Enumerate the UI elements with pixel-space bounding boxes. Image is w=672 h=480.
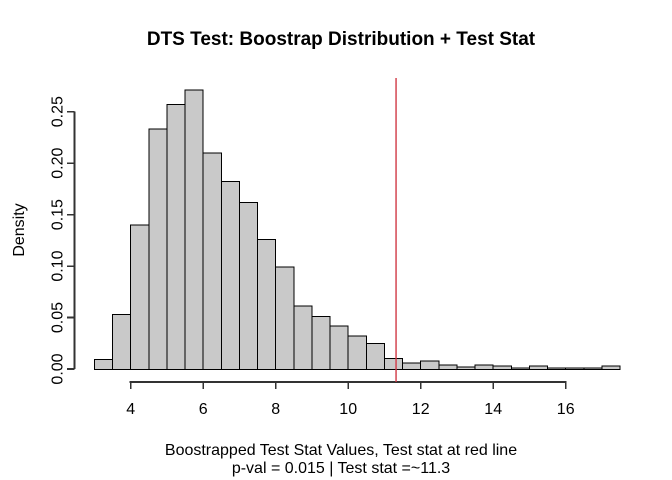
histogram-bars	[93, 89, 621, 371]
y-tick-label: 0.00	[50, 353, 67, 384]
histogram-bar	[220, 181, 240, 370]
histogram-bar	[329, 325, 349, 370]
histogram-bar	[583, 367, 603, 371]
histogram-bar	[93, 359, 114, 370]
histogram-bar	[547, 367, 567, 371]
axes: 4 6 8 10 12 14 16 0.00 0.05 0.10 0.15 0.20 0.25	[50, 96, 575, 418]
histogram-bar	[601, 365, 621, 371]
histogram-bar	[293, 305, 313, 370]
histogram-bar	[148, 128, 168, 370]
histogram-bar	[257, 238, 277, 370]
y-tick-label: 0.25	[50, 96, 67, 127]
histogram-bar	[130, 224, 150, 370]
histogram-bar	[347, 335, 367, 371]
y-tick-label: 0.20	[50, 147, 67, 178]
histogram-bar	[202, 152, 222, 370]
x-tick-label: 14	[484, 401, 502, 418]
histogram-bar	[402, 362, 422, 371]
histogram-bar	[510, 367, 530, 371]
histogram-bar	[528, 365, 549, 371]
histogram-bar	[456, 366, 476, 371]
y-tick-label: 0.15	[50, 199, 67, 230]
y-tick-label: 0.10	[50, 250, 67, 281]
x-axis-label: Boostrapped Test Stat Values, Test stat …	[165, 442, 517, 459]
histogram-bar	[565, 367, 585, 371]
histogram-bar	[420, 360, 440, 370]
y-axis-label: Density	[11, 203, 28, 256]
histogram-bar	[365, 342, 385, 370]
histogram-bar	[275, 266, 295, 370]
histogram-bar	[184, 89, 204, 370]
histogram-bar	[438, 364, 458, 371]
x-axis-sublabel: p-val = 0.015 | Test stat =~11.3	[232, 460, 450, 477]
histogram-bar	[492, 365, 512, 371]
x-tick-label: 10	[339, 401, 357, 418]
histogram-bar	[166, 104, 186, 370]
x-tick-label: 8	[271, 401, 280, 418]
x-tick-label: 4	[126, 401, 135, 418]
x-tick-label: 12	[412, 401, 430, 418]
histogram-bar	[311, 316, 331, 371]
x-tick-label: 16	[557, 401, 575, 418]
y-tick-label: 0.05	[50, 302, 67, 333]
x-tick-label: 6	[199, 401, 208, 418]
chart-title: DTS Test: Boostrap Distribution + Test S…	[147, 29, 536, 50]
histogram-bar	[238, 201, 259, 370]
histogram-bar	[383, 358, 404, 370]
histogram-bar	[474, 364, 494, 371]
histogram-bar	[112, 313, 132, 371]
